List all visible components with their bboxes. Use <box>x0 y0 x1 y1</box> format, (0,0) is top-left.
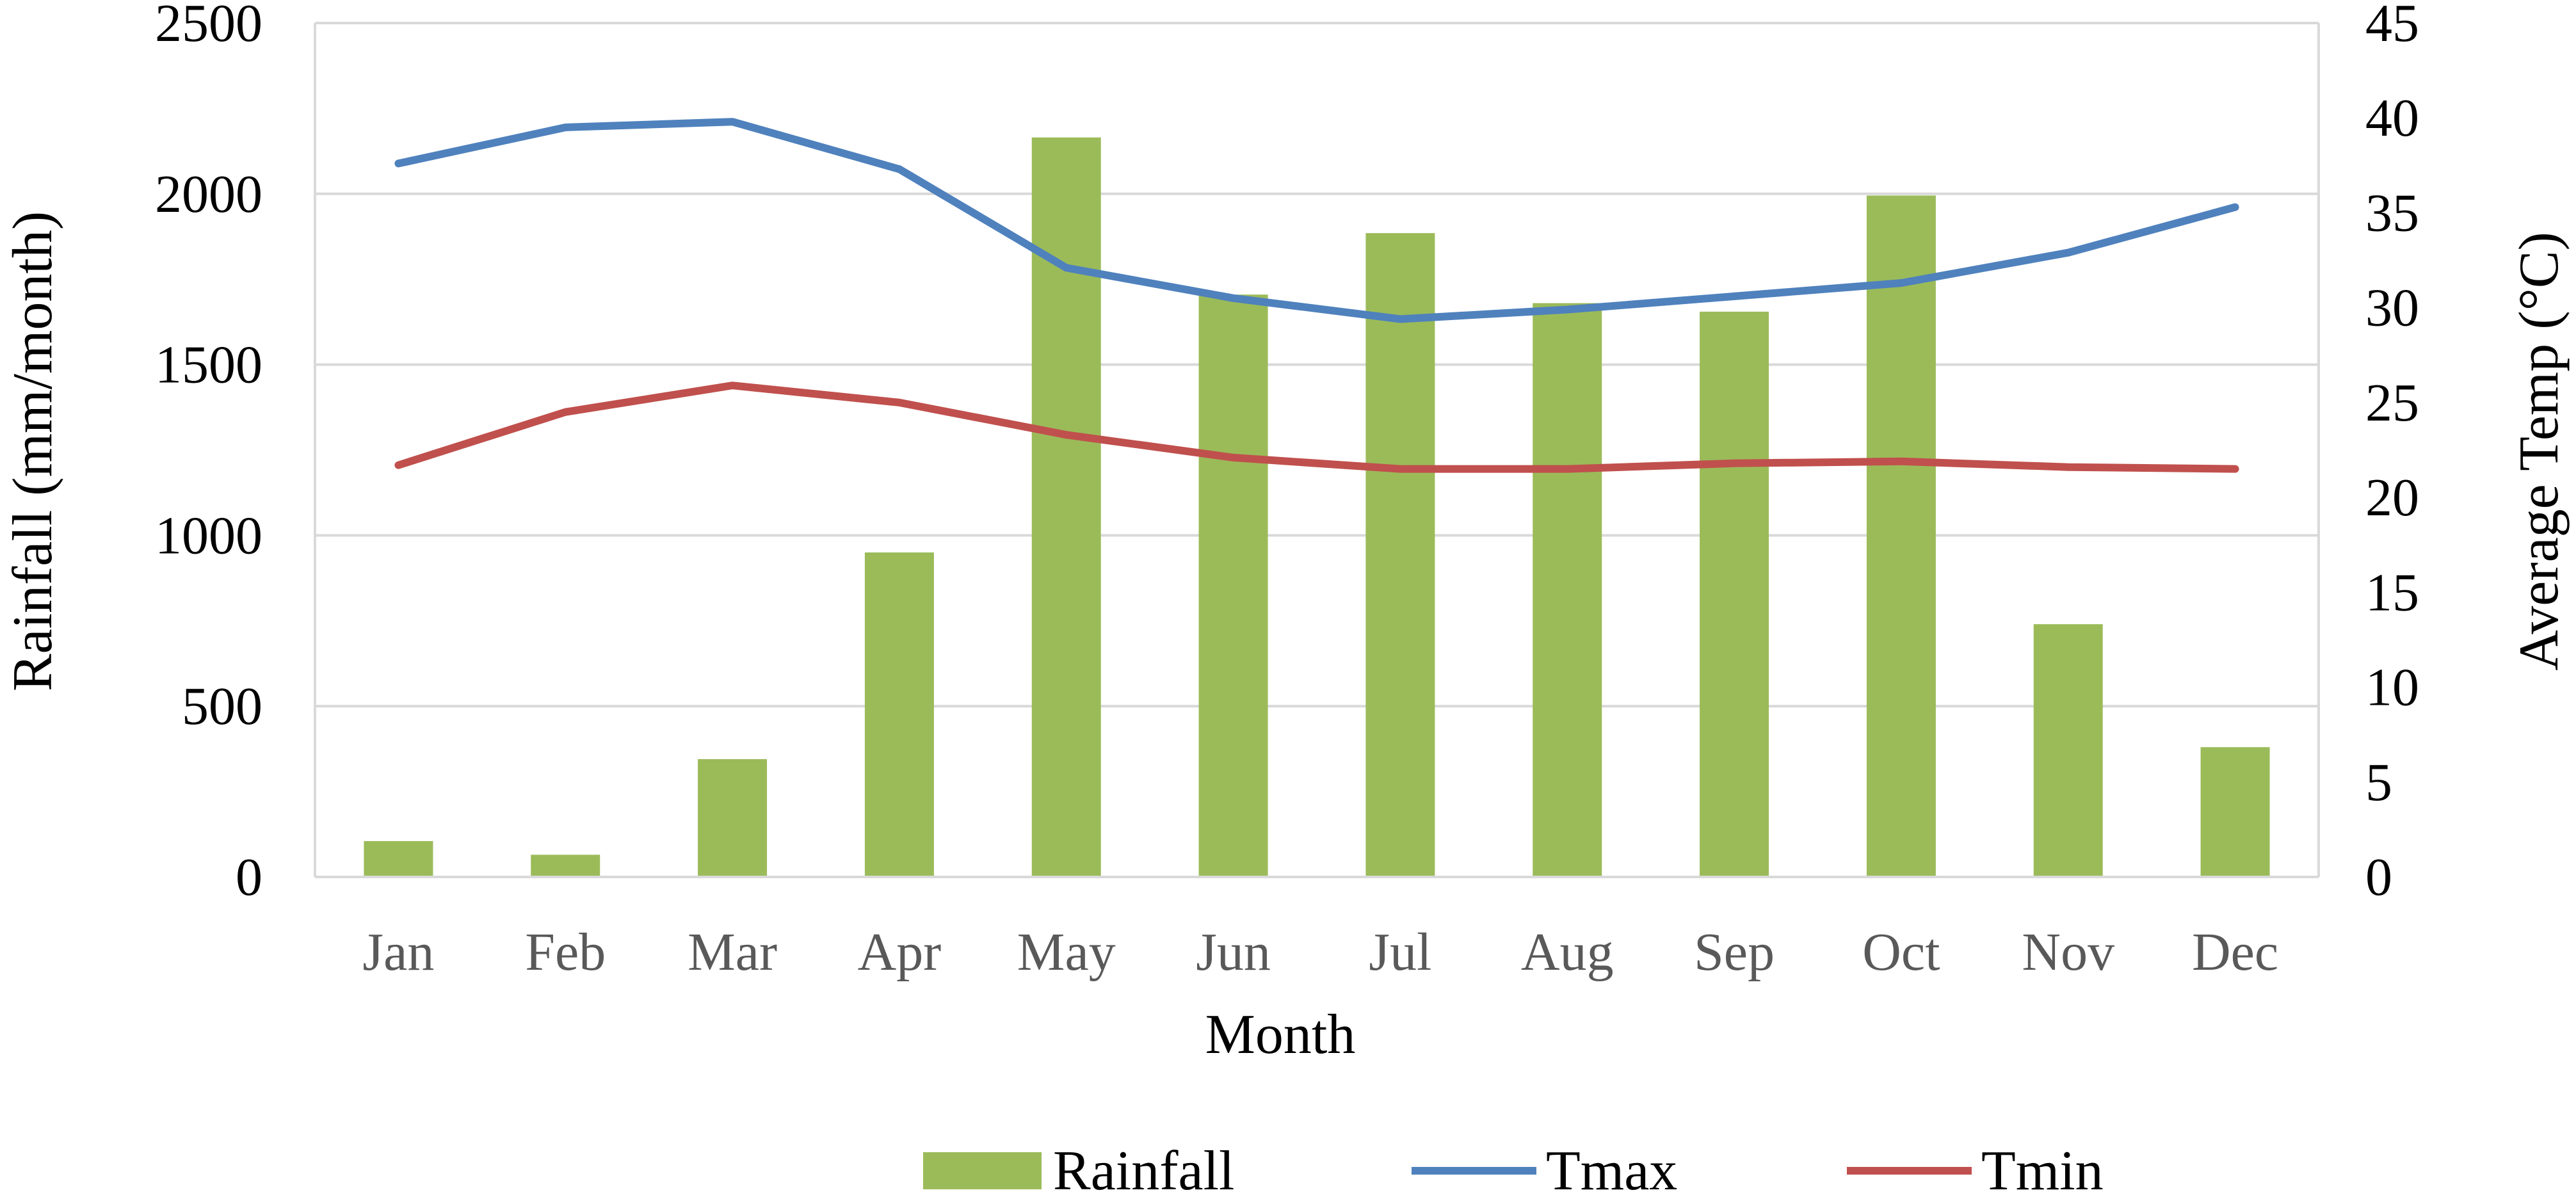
y-tick-label-right: 20 <box>2365 468 2419 527</box>
line-tmax <box>394 118 2239 323</box>
x-tick-label: Apr <box>858 922 942 982</box>
y-tick-label-left: 500 <box>182 677 262 736</box>
legend-label-tmin: Tmin <box>1981 1140 2104 1194</box>
bar-rainfall-aug <box>1533 303 1602 877</box>
rainfall-bars <box>364 137 2270 878</box>
y-tick-label-right: 30 <box>2365 278 2419 338</box>
y-tick-label-right: 10 <box>2365 658 2419 718</box>
bar-rainfall-jul <box>1365 233 1435 877</box>
y-tick-label-right: 45 <box>2365 0 2419 53</box>
bar-rainfall-nov <box>2033 624 2103 877</box>
axes <box>314 23 2320 878</box>
y-tick-label-right: 40 <box>2365 88 2419 148</box>
bar-rainfall-oct <box>1866 195 1936 877</box>
line-tmin <box>394 382 2239 473</box>
y-tick-label-left: 0 <box>236 848 262 907</box>
x-tick-label: Jun <box>1196 922 1271 982</box>
legend: Rainfall Tmax Tmin <box>923 1140 2104 1197</box>
x-tick-label: Jul <box>1369 922 1431 982</box>
x-tick-label: Aug <box>1521 922 1614 982</box>
y-tick-label-left: 2500 <box>155 0 262 53</box>
legend-swatch-rainfall <box>923 1152 1042 1189</box>
y-tick-label-left: 1000 <box>155 506 262 565</box>
x-axis-title: Month <box>1205 1004 1356 1066</box>
x-tick-label: Jan <box>362 922 434 982</box>
y-axis-title-left: Rainfall (mm/month) <box>2 211 64 691</box>
x-tick-label: Oct <box>1862 922 1940 982</box>
bar-rainfall-may <box>1031 137 1101 878</box>
bar-rainfall-feb <box>531 855 600 877</box>
x-tick-label: Feb <box>525 922 606 982</box>
y-tick-label-right: 35 <box>2365 183 2419 243</box>
x-tick-label: Nov <box>2022 922 2114 982</box>
legend-label-rainfall: Rainfall <box>1053 1140 1234 1194</box>
bar-rainfall-dec <box>2200 747 2270 877</box>
temperature-lines <box>394 118 2239 473</box>
x-tick-label: Sep <box>1694 922 1775 982</box>
y-tick-label-right: 25 <box>2365 373 2419 433</box>
tick-labels: 0 500 1000 1500 2000 2500 0 5 10 15 20 25 30 35 40 45 Ja… <box>155 0 2419 982</box>
bar-rainfall-apr <box>864 552 934 877</box>
x-tick-label: Mar <box>688 922 777 982</box>
bar-rainfall-sep <box>1700 311 1769 878</box>
y-tick-label-right: 15 <box>2365 563 2419 622</box>
gridlines <box>315 22 2319 708</box>
y-tick-label-left: 1500 <box>155 335 262 395</box>
x-tick-label: May <box>1017 922 1116 982</box>
bar-rainfall-jan <box>364 840 433 877</box>
y-axis-title-right: Average Temp (°C) <box>2508 232 2570 671</box>
y-tick-label-right: 5 <box>2365 753 2392 812</box>
y-tick-label-left: 2000 <box>155 165 262 224</box>
x-tick-label: Dec <box>2192 922 2278 982</box>
bar-rainfall-mar <box>698 759 768 877</box>
y-tick-label-right: 0 <box>2365 848 2392 907</box>
bar-rainfall-jun <box>1198 294 1268 877</box>
legend-label-tmax: Tmax <box>1546 1140 1677 1194</box>
